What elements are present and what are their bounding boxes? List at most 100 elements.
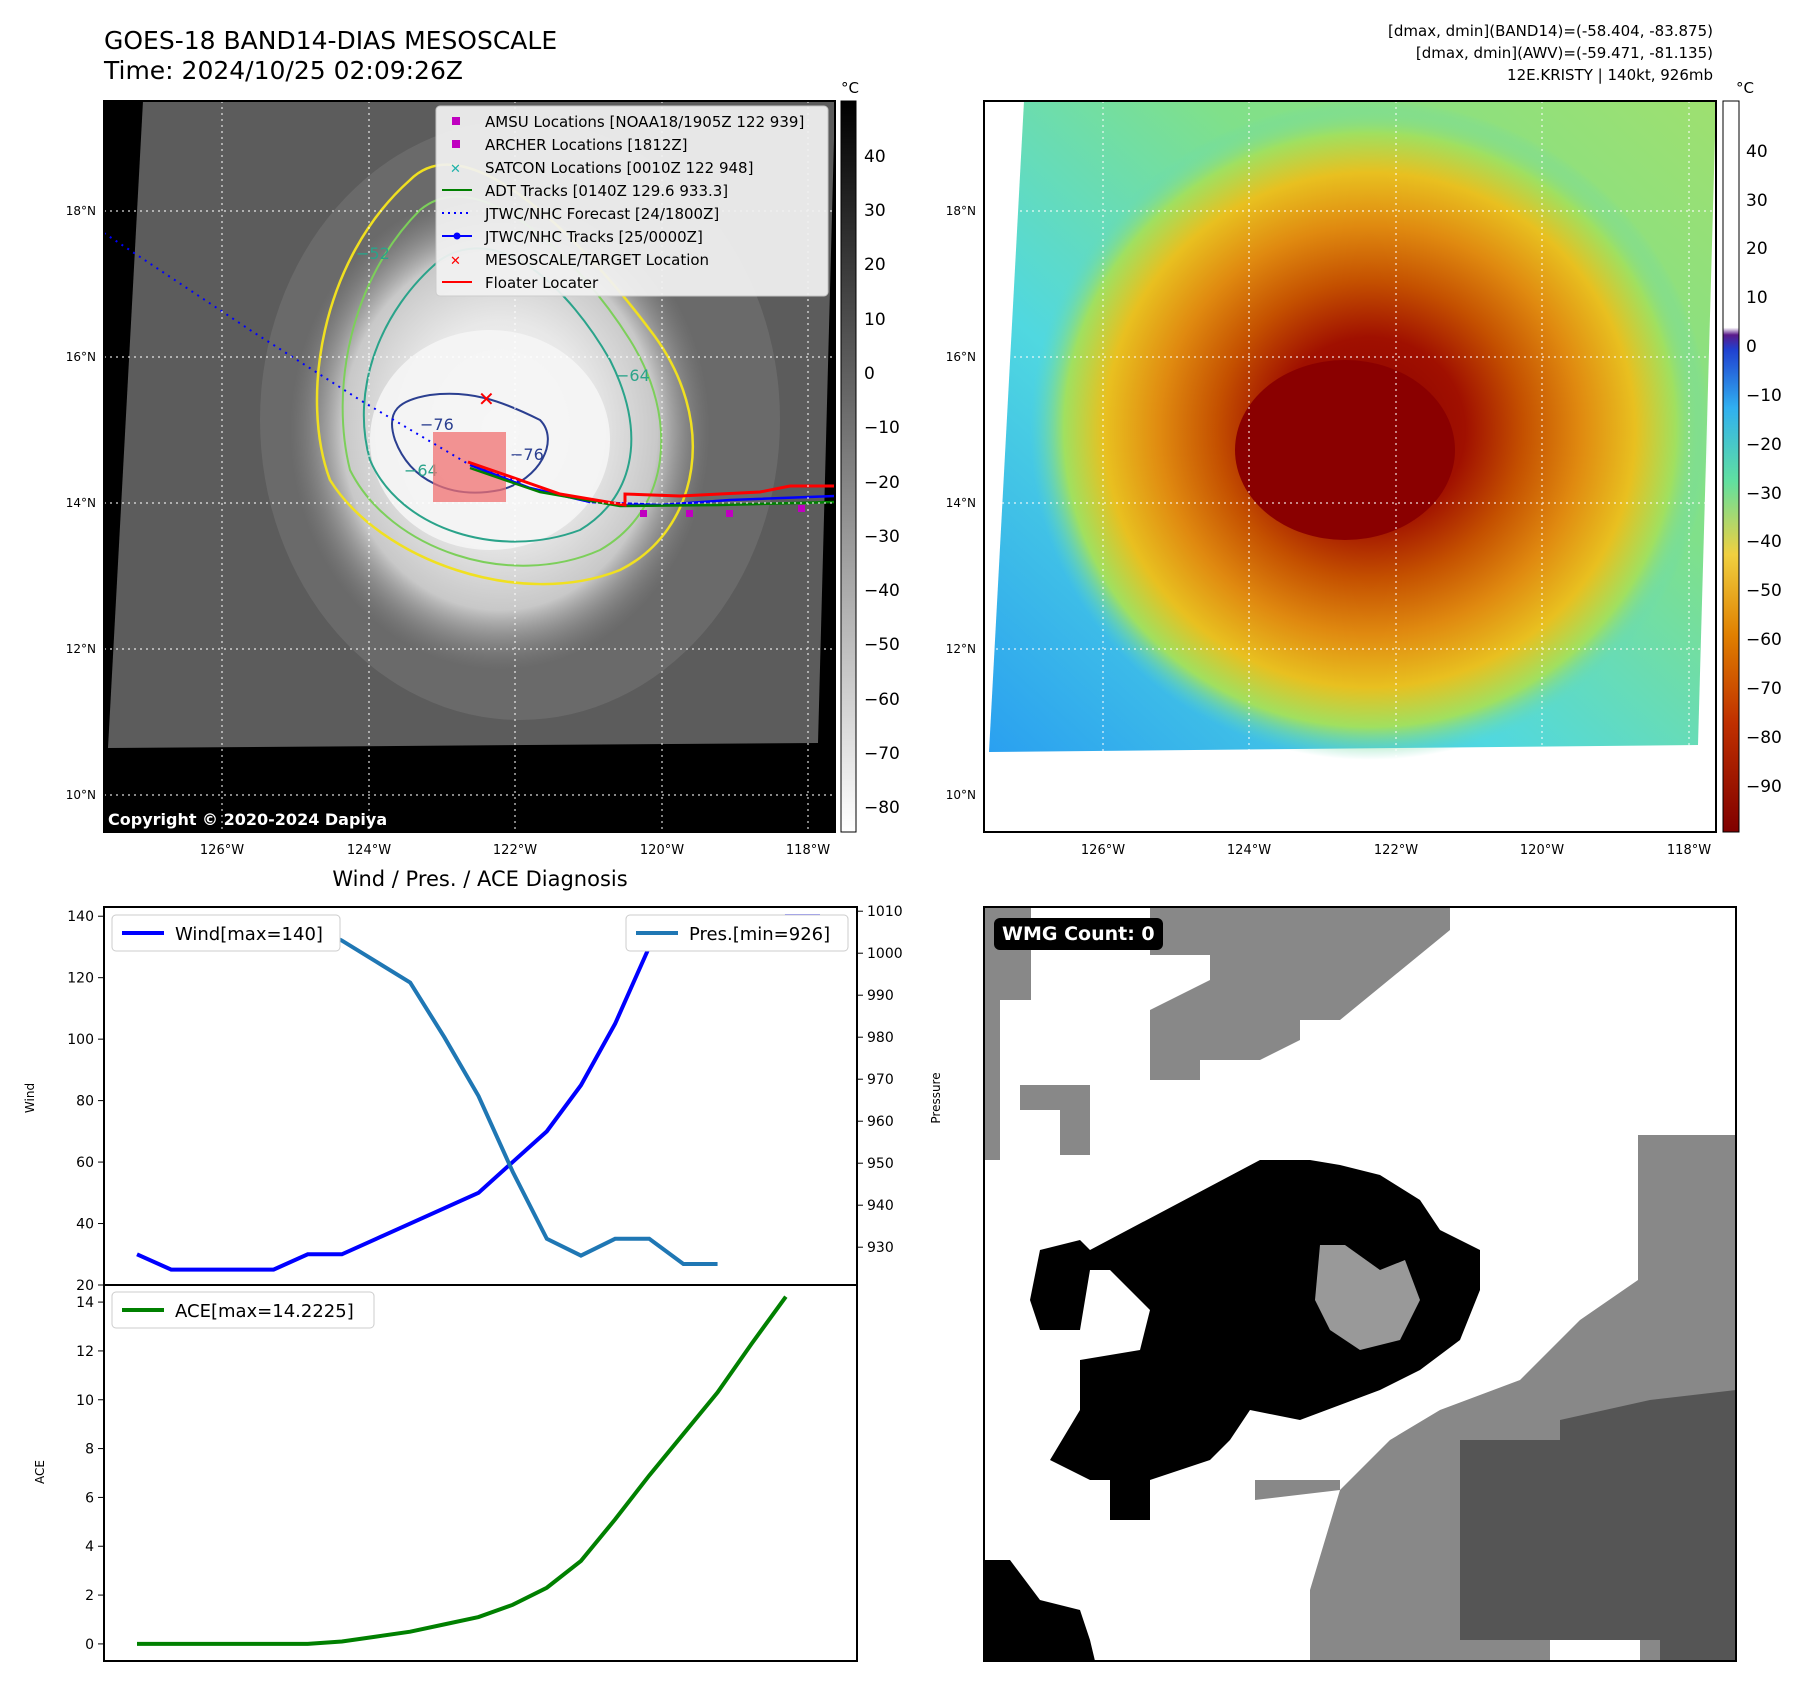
- figure-title: GOES-18 BAND14-DIAS MESOSCALE: [104, 26, 558, 55]
- lat-label: 12°N: [66, 642, 96, 656]
- figure-time: Time: 2024/10/25 02:09:26Z: [104, 56, 463, 85]
- lat-label: 14°N: [66, 496, 96, 510]
- mesoscale-target-box: [433, 432, 506, 502]
- y2-tick-label: 930: [867, 1240, 894, 1256]
- y2-tick-label: 980: [867, 1030, 894, 1046]
- wmg-panel: [983, 906, 1737, 1662]
- ir-colorbar-ticks: 40 30 20 10 0 −10 −20 −30 −40 −50 −60 −7…: [864, 147, 900, 818]
- legend-satcon: SATCON Locations [0010Z 122 948]: [485, 159, 753, 177]
- contour-label: −76: [510, 445, 544, 464]
- ace-tick-label: 12: [76, 1344, 94, 1360]
- svg-text:40: 40: [864, 147, 886, 167]
- y-axis-label: Wind: [23, 1083, 37, 1113]
- y-tick-label: 40: [76, 1217, 94, 1233]
- info-storm: 12E.KRISTY | 140kt, 926mb: [1507, 66, 1713, 84]
- lon-label: 124°W: [1227, 843, 1271, 858]
- svg-text:−60: −60: [1746, 630, 1782, 650]
- svg-text:−70: −70: [864, 744, 900, 764]
- lon-label: 122°W: [493, 843, 537, 858]
- svg-text:−30: −30: [864, 527, 900, 547]
- y2-tick-label: 940: [867, 1198, 894, 1214]
- lat-label: 10°N: [946, 788, 976, 802]
- pressure-legend: Pres.[min=926]: [625, 914, 849, 952]
- archer-marker-icon: [452, 140, 460, 148]
- info-awv: [dmax, dmin](AWV)=(-59.471, -81.135): [1415, 44, 1713, 62]
- y-tick-label: 60: [76, 1155, 94, 1171]
- y-tick-label: 20: [76, 1278, 94, 1294]
- awv-map-panel: 18°N 16°N 14°N 12°N 10°N 126°W 124°W 122…: [946, 80, 1782, 858]
- contour-label: −64: [616, 366, 650, 385]
- lon-label: 126°W: [1081, 843, 1125, 858]
- amsu-marker-icon: [452, 117, 460, 125]
- y-tick-label: 100: [67, 1032, 94, 1048]
- ace-tick-label: 14: [76, 1295, 94, 1311]
- y2-tick-label: 950: [867, 1156, 894, 1172]
- y2-tick-label: 1000: [867, 946, 903, 962]
- svg-text:−90: −90: [1746, 777, 1782, 797]
- svg-text:10: 10: [864, 310, 886, 330]
- legend-target: MESOSCALE/TARGET Location: [485, 251, 709, 269]
- ir-colorbar: [840, 100, 857, 833]
- y2-tick-label: 990: [867, 988, 894, 1004]
- ace-tick-label: 0: [85, 1637, 94, 1653]
- y2-tick-label: 970: [867, 1072, 894, 1088]
- ace-legend: ACE[max=14.2225]: [111, 1291, 375, 1329]
- ir-colorbar-unit: °C: [841, 80, 859, 97]
- floater-track: [467, 460, 835, 507]
- svg-text:0: 0: [864, 364, 875, 384]
- svg-text:−10: −10: [864, 418, 900, 438]
- lat-label: 12°N: [946, 642, 976, 656]
- svg-text:20: 20: [1746, 239, 1768, 259]
- y-tick-label: 80: [76, 1094, 94, 1110]
- info-band14: [dmax, dmin](BAND14)=(-58.404, -83.875): [1388, 22, 1713, 40]
- ace-tick-label: 4: [85, 1539, 94, 1555]
- legend-adt: ADT Tracks [0140Z 129.6 933.3]: [485, 182, 728, 200]
- svg-text:−20: −20: [1746, 435, 1782, 455]
- contour-label: −76: [420, 415, 454, 434]
- legend-amsu: AMSU Locations [NOAA18/1905Z 122 939]: [485, 113, 804, 131]
- lat-label: 18°N: [946, 204, 976, 218]
- lon-label: 120°W: [1520, 843, 1564, 858]
- lon-label: 118°W: [1667, 843, 1711, 858]
- ace-tick-label: 8: [85, 1442, 94, 1458]
- ace-tick-label: 10: [76, 1393, 94, 1409]
- lon-label: 124°W: [347, 843, 391, 858]
- awv-colorbar-unit: °C: [1736, 80, 1754, 97]
- svg-text:10: 10: [1746, 288, 1768, 308]
- svg-text:30: 30: [864, 201, 886, 221]
- adt-track: [469, 466, 836, 508]
- diagnosis-chart: Wind / Pres. / ACE Diagnosis Wind Pressu…: [23, 867, 943, 1662]
- awv-colorbar-ticks: 40 30 20 10 0 −10 −20 −30 −40 −50 −60 −7…: [1746, 142, 1782, 797]
- lat-label: 14°N: [946, 496, 976, 510]
- y2-tick-label: 1010: [867, 904, 903, 920]
- y2-tick-label: 960: [867, 1114, 894, 1130]
- lon-label: 122°W: [1374, 843, 1418, 858]
- lat-label: 16°N: [66, 350, 96, 364]
- y-tick-label: 140: [67, 909, 94, 925]
- pressure-series-line: [137, 917, 718, 1266]
- svg-text:0: 0: [1746, 337, 1757, 357]
- svg-text:−40: −40: [1746, 532, 1782, 552]
- chart-title: Wind / Pres. / ACE Diagnosis: [332, 867, 627, 891]
- target-marker-icon: ✕: [478, 387, 495, 411]
- ir-map-panel: −52 −64 −76 −76 −64 ✕ AMSU Locations [NO…: [66, 80, 900, 858]
- legend-archer: ARCHER Locations [1812Z]: [485, 136, 688, 154]
- lat-label: 16°N: [946, 350, 976, 364]
- lon-label: 120°W: [640, 843, 684, 858]
- y-tick-label: 120: [67, 971, 94, 987]
- svg-text:−50: −50: [1746, 581, 1782, 601]
- ace-axis-label: ACE: [33, 1460, 47, 1484]
- svg-text:−40: −40: [864, 581, 900, 601]
- copyright: Copyright © 2020-2024 Dapiya: [108, 810, 387, 829]
- svg-text:−60: −60: [864, 690, 900, 710]
- legend-forecast: JTWC/NHC Forecast [24/1800Z]: [484, 205, 719, 223]
- svg-text:30: 30: [1746, 191, 1768, 211]
- wmg-count-badge: WMG Count: 0: [994, 918, 1163, 950]
- svg-text:−50: −50: [864, 635, 900, 655]
- y2-axis-label: Pressure: [929, 1072, 943, 1123]
- lat-label: 18°N: [66, 204, 96, 218]
- contour-label: −52: [356, 244, 390, 263]
- target-legend-icon: ✕: [450, 254, 461, 269]
- lon-label: 126°W: [200, 843, 244, 858]
- ir-legend: AMSU Locations [NOAA18/1905Z 122 939] AR…: [435, 105, 829, 297]
